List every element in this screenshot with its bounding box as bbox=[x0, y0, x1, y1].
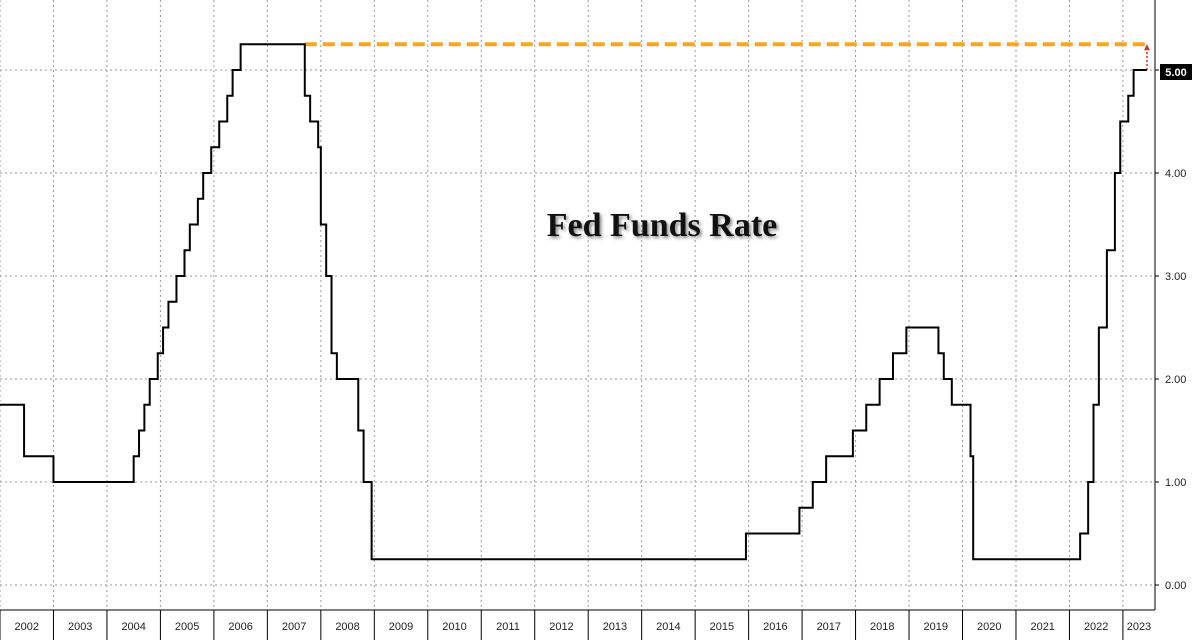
y-tick-label: 4.00 bbox=[1165, 168, 1186, 180]
y-tick-label: 2.00 bbox=[1165, 374, 1186, 386]
gap-arrow-head bbox=[1143, 44, 1150, 51]
y-tick-labels: 0.00 1.00 2.00 3.00 4.00 bbox=[1155, 69, 1186, 592]
x-tick-label: 2008 bbox=[335, 621, 359, 633]
grid bbox=[0, 0, 1155, 610]
x-tick-label: 2017 bbox=[817, 621, 841, 633]
last-value-box bbox=[1160, 64, 1192, 80]
x-tick-label: 2011 bbox=[496, 621, 520, 633]
x-tick-label: 2019 bbox=[924, 621, 948, 633]
chart-title: Fed Funds Rate bbox=[547, 207, 777, 244]
x-tick-label: 2010 bbox=[442, 621, 466, 633]
x-tick-label: 2007 bbox=[282, 621, 306, 633]
x-tick-label: 2014 bbox=[656, 621, 680, 633]
x-tick-label: 2022 bbox=[1084, 621, 1108, 633]
x-tick-label: 2013 bbox=[603, 621, 627, 633]
axes bbox=[0, 0, 1156, 611]
last-value-label: 5.00 bbox=[1165, 67, 1186, 79]
x-tick-labels: 2002 2003 2004 2005 2006 2007 2008 2009 2010 2011… bbox=[0, 610, 1151, 640]
x-tick-label: 2002 bbox=[14, 621, 38, 633]
x-tick-label: 2004 bbox=[121, 621, 145, 633]
value-label-layer: 5.00 bbox=[1160, 64, 1192, 80]
x-tick-label: 2016 bbox=[763, 621, 787, 633]
x-tick-label: 2018 bbox=[870, 621, 894, 633]
x-tick-label: 2006 bbox=[228, 621, 252, 633]
x-tick-label: 2023 bbox=[1127, 621, 1151, 633]
y-tick-label: 0.00 bbox=[1165, 580, 1186, 592]
y-tick-label: 1.00 bbox=[1165, 477, 1186, 489]
x-tick-label: 2015 bbox=[710, 621, 734, 633]
reference-layer bbox=[304, 42, 1150, 70]
x-tick-label: 2020 bbox=[977, 621, 1001, 633]
y-tick-label: 3.00 bbox=[1165, 271, 1186, 283]
x-tick-label: 2005 bbox=[175, 621, 199, 633]
x-tick-label: 2021 bbox=[1030, 621, 1054, 633]
x-tick-label: 2003 bbox=[68, 621, 92, 633]
fed-funds-rate-line bbox=[0, 43, 1147, 561]
series-layer bbox=[0, 43, 1147, 561]
x-tick-label: 2009 bbox=[389, 621, 413, 633]
x-tick-label: 2012 bbox=[549, 621, 573, 633]
